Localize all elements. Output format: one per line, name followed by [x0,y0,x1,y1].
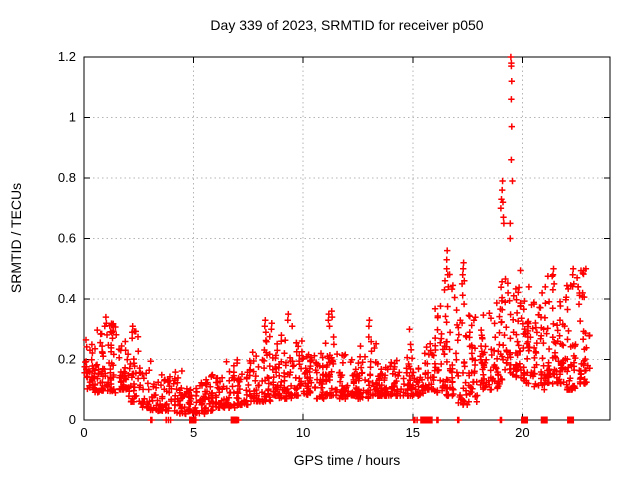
y-tick-label: 0 [69,412,76,427]
gridlines [84,57,610,420]
x-tick-label: 15 [406,425,420,440]
x-tick-labels: 0 5 10 15 20 [80,425,529,440]
x-tick-label: 0 [80,425,87,440]
y-tick-label: 0.8 [58,170,76,185]
chart-title: Day 339 of 2023, SRMTID for receiver p05… [210,17,484,33]
zero-square-marker [230,416,238,424]
y-tick-label: 0.4 [58,291,76,306]
zero-square-marker [567,416,575,424]
x-tick-label: 10 [296,425,310,440]
scatter-points [81,53,593,418]
zero-square-marker [540,416,548,424]
y-tick-label: 0.2 [58,352,76,367]
zero-square-marker [521,416,529,424]
zero-square-marker [420,416,428,424]
x-tick-label: 20 [515,425,529,440]
axes [83,56,611,421]
y-tick-labels: 0 0.2 0.4 0.6 0.8 1 1.2 [58,49,76,427]
zero-square-marker [425,416,433,424]
y-tick-label: 0.6 [58,231,76,246]
x-tick-label: 5 [190,425,197,440]
zero-square-marker [188,416,196,424]
y-tick-label: 1 [69,110,76,125]
x-axis-label: GPS time / hours [293,452,401,468]
zero-square-markers [188,416,575,424]
y-tick-label: 1.2 [58,49,76,64]
